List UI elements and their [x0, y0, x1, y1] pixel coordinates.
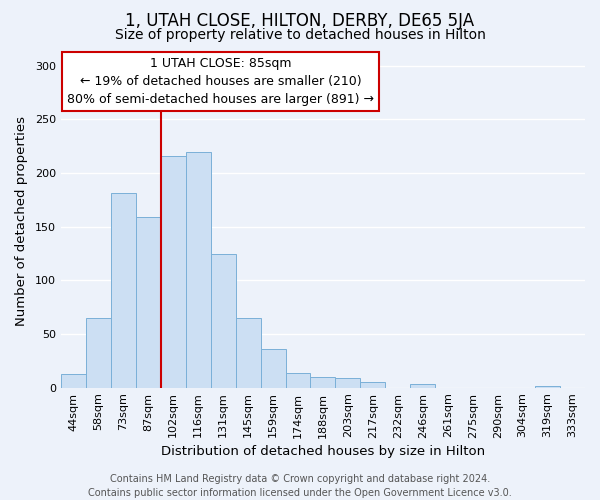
Y-axis label: Number of detached properties: Number of detached properties	[15, 116, 28, 326]
X-axis label: Distribution of detached houses by size in Hilton: Distribution of detached houses by size …	[161, 444, 485, 458]
Bar	[86, 318, 111, 388]
Bar	[535, 386, 560, 388]
Bar	[211, 254, 236, 388]
Bar	[286, 372, 310, 388]
Bar	[186, 152, 211, 388]
Bar	[136, 217, 161, 388]
Text: Contains HM Land Registry data © Crown copyright and database right 2024.
Contai: Contains HM Land Registry data © Crown c…	[88, 474, 512, 498]
Bar	[260, 349, 286, 388]
Bar	[361, 382, 385, 388]
Text: 1 UTAH CLOSE: 85sqm
← 19% of detached houses are smaller (210)
80% of semi-detac: 1 UTAH CLOSE: 85sqm ← 19% of detached ho…	[67, 56, 374, 106]
Bar	[410, 384, 435, 388]
Bar	[161, 156, 186, 388]
Bar	[111, 194, 136, 388]
Bar	[61, 374, 86, 388]
Bar	[335, 378, 361, 388]
Text: 1, UTAH CLOSE, HILTON, DERBY, DE65 5JA: 1, UTAH CLOSE, HILTON, DERBY, DE65 5JA	[125, 12, 475, 30]
Text: Size of property relative to detached houses in Hilton: Size of property relative to detached ho…	[115, 28, 485, 42]
Bar	[236, 318, 260, 388]
Bar	[310, 377, 335, 388]
